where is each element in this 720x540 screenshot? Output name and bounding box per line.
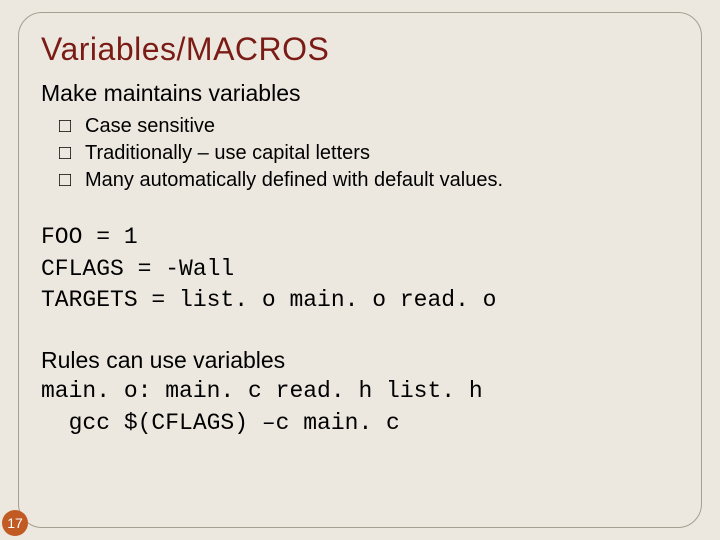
- list-item: □ Many automatically defined with defaul…: [59, 167, 679, 194]
- list-item: □ Case sensitive: [59, 113, 679, 140]
- bullet-text: Many automatically defined with default …: [85, 167, 503, 194]
- code-block-2: main. o: main. c read. h list. h gcc $(C…: [41, 376, 679, 439]
- slide-subtitle: Make maintains variables: [41, 80, 679, 107]
- square-bullet-icon: □: [59, 113, 81, 140]
- square-bullet-icon: □: [59, 140, 81, 167]
- slide-frame: Variables/MACROS Make maintains variable…: [18, 12, 702, 528]
- bullet-list: □ Case sensitive □ Traditionally – use c…: [59, 113, 679, 194]
- square-bullet-icon: □: [59, 167, 81, 194]
- bullet-text: Traditionally – use capital letters: [85, 140, 370, 167]
- page-number-badge: 17: [2, 510, 28, 536]
- bullet-text: Case sensitive: [85, 113, 215, 140]
- slide-title: Variables/MACROS: [41, 31, 679, 68]
- list-item: □ Traditionally – use capital letters: [59, 140, 679, 167]
- rules-label: Rules can use variables: [41, 347, 679, 374]
- code-block-1: FOO = 1 CFLAGS = -Wall TARGETS = list. o…: [41, 222, 679, 317]
- page-number: 17: [7, 515, 23, 531]
